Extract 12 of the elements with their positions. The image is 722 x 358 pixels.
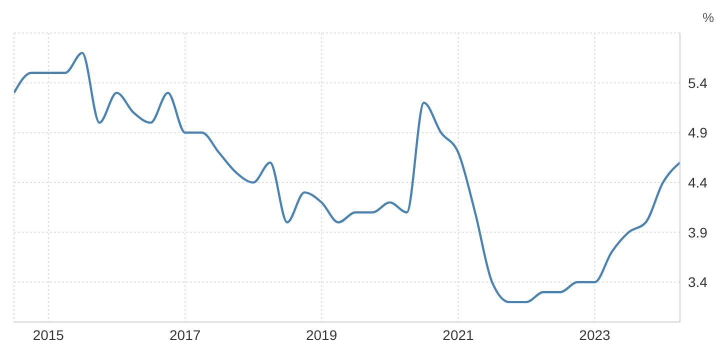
y-tick-label: 5.4 (688, 74, 708, 91)
y-tick-label: 3.4 (688, 274, 708, 290)
y-tick-label: 4.4 (688, 174, 708, 190)
x-tick-label: 2015 (32, 326, 64, 343)
x-tick-label: 2017 (170, 326, 201, 343)
x-tick-label: 2021 (442, 326, 474, 343)
x-tick-label: 2019 (306, 326, 338, 343)
y-axis-title: % (702, 10, 714, 25)
line-series (14, 52, 680, 304)
y-tick-label: 3.9 (688, 224, 708, 240)
x-tick-label: 2023 (579, 326, 611, 343)
y-tick-label: 4.9 (688, 124, 708, 141)
